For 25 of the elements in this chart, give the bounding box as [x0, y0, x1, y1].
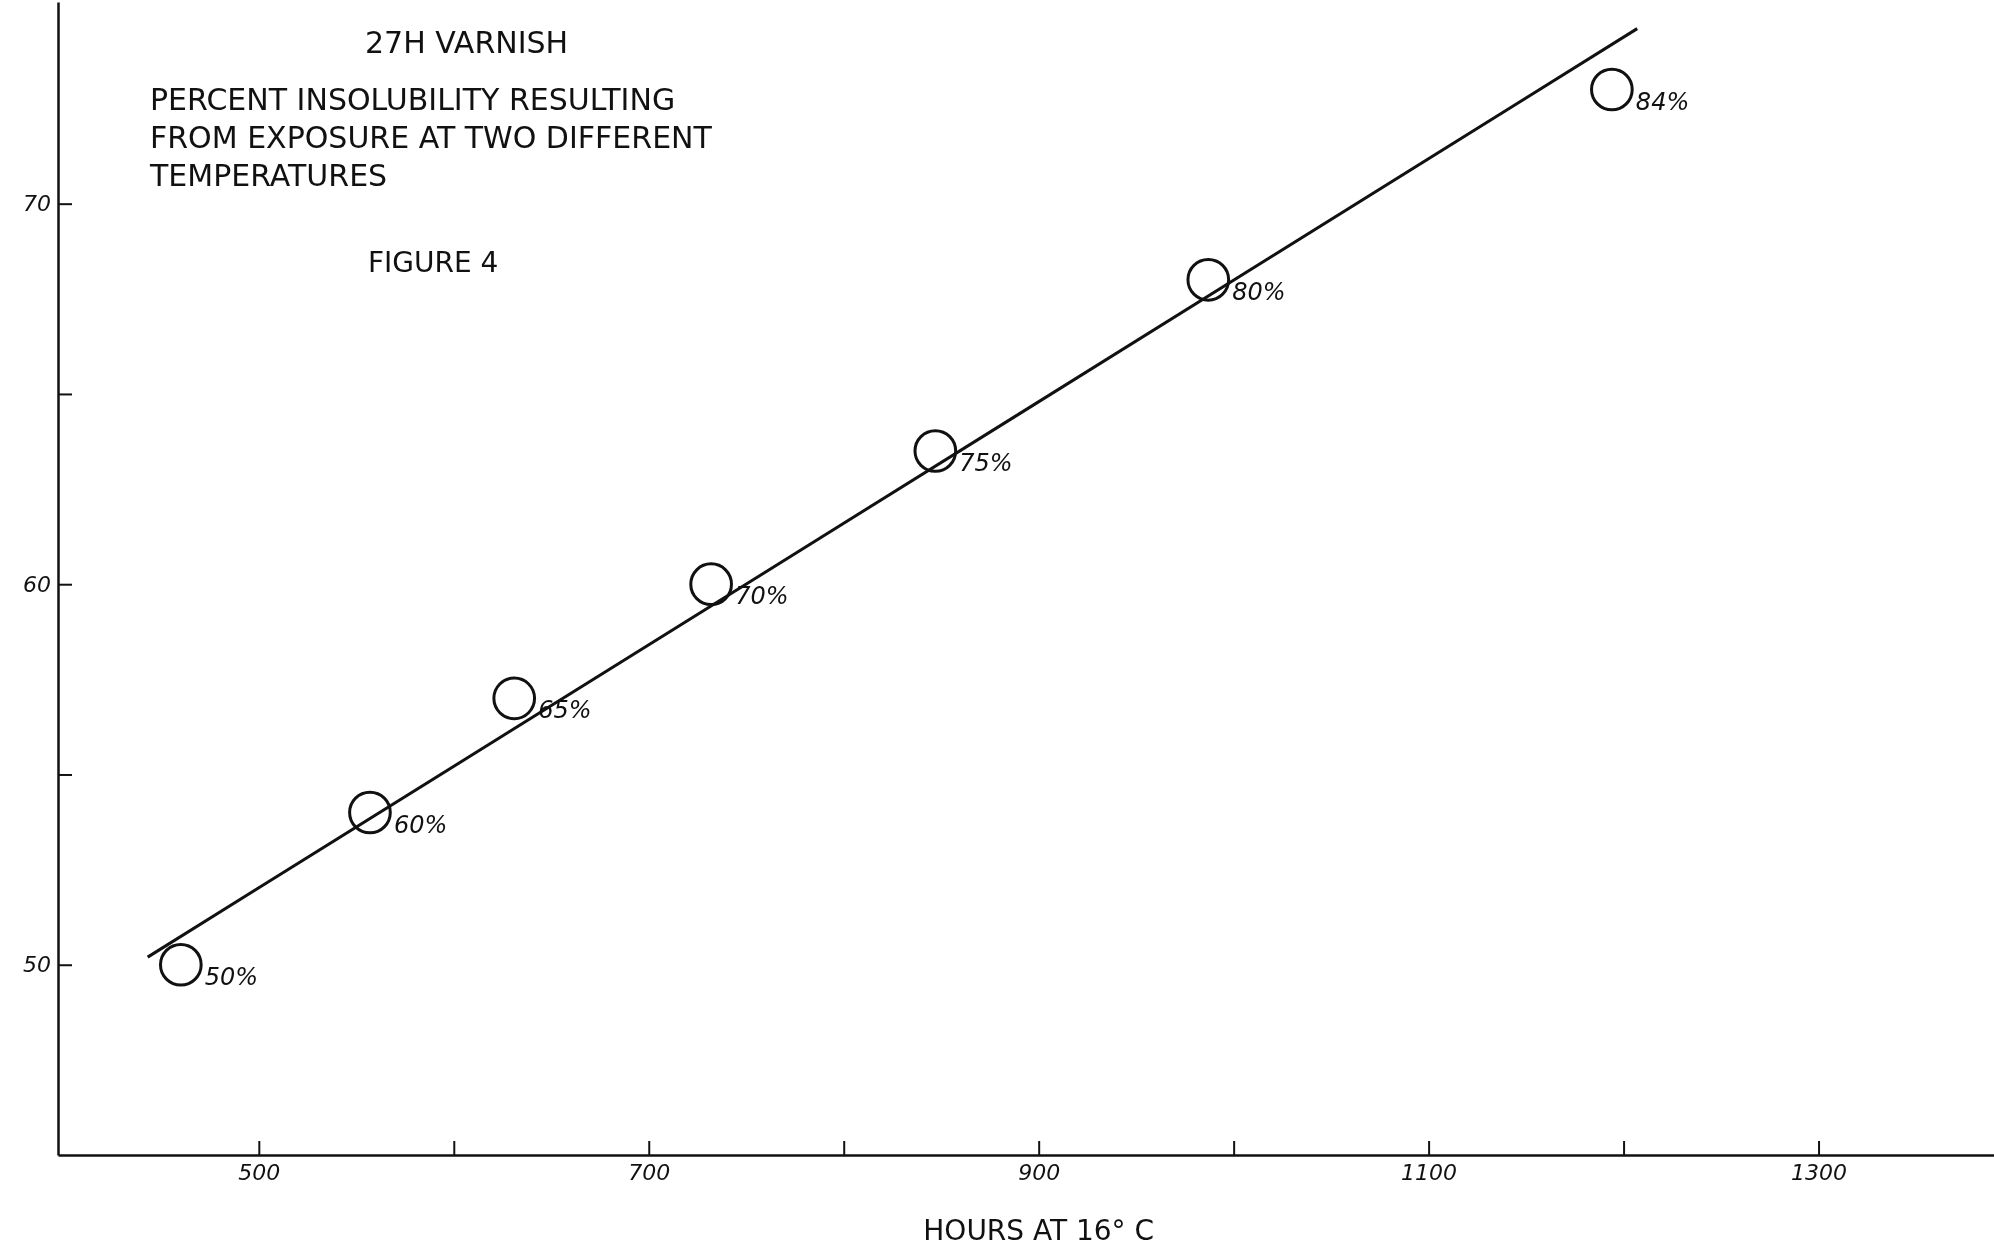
x-tick-label: 1300 [1791, 1160, 1848, 1185]
point [348, 790, 392, 835]
annotation: 84% [1635, 87, 1690, 116]
x-tick-label: 1100 [1401, 1160, 1458, 1185]
y-tick-label: 60 [23, 571, 51, 597]
x-tick-label: 900 [1018, 1160, 1061, 1185]
point [492, 676, 537, 721]
point [1186, 257, 1231, 302]
annotation: 50% [204, 962, 259, 991]
text: PERCENT INSOLUBILITY RESULTING FROM EXPOSURE AT TWO DIFFERENT TEMPERATURES [149, 82, 713, 193]
y-tick-label: 70 [23, 191, 51, 217]
annotation: 80% [1232, 277, 1286, 306]
annotation: 70% [735, 582, 789, 611]
point [1590, 67, 1634, 112]
x-tick-label: 700 [628, 1160, 671, 1185]
point [158, 942, 203, 987]
point [913, 429, 958, 473]
x-axis-title: HOURS AT 16° C [923, 1214, 1155, 1247]
annotation: FIGURE 4 [368, 246, 499, 279]
point [689, 562, 733, 607]
annotation: 60% [393, 810, 448, 839]
text: 27H VARNISH [365, 25, 569, 60]
x-tick-label: 500 [238, 1160, 281, 1185]
y-tick-label: 50 [23, 952, 51, 978]
annotation: 75% [959, 449, 1013, 478]
